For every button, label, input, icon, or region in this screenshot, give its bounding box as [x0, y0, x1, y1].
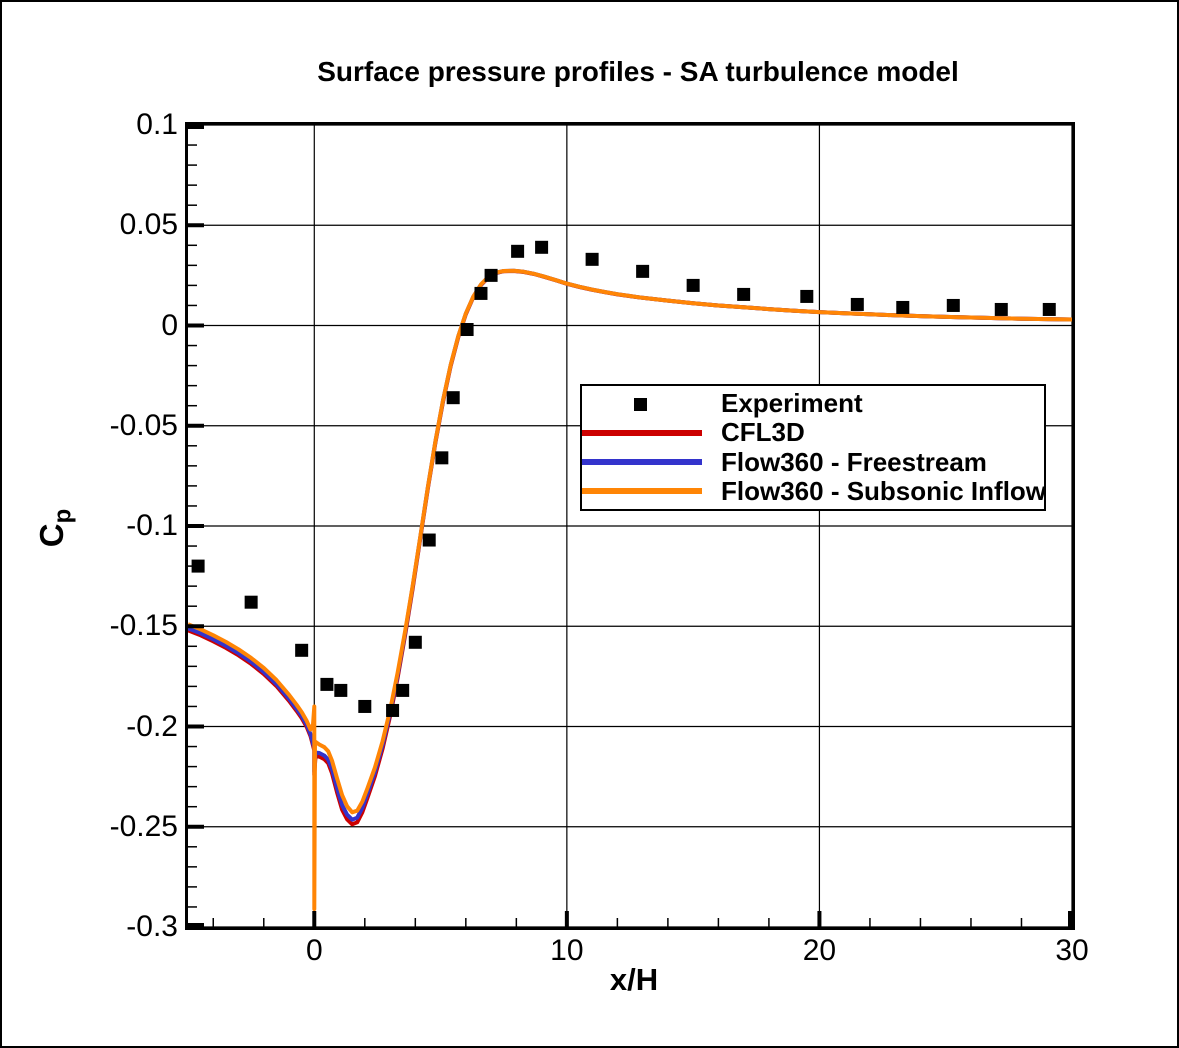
data-point-experiment — [358, 699, 372, 713]
data-point-experiment — [435, 451, 449, 465]
data-point-experiment — [460, 323, 474, 337]
legend-label: Flow360 - Subsonic Inflow — [721, 475, 1047, 506]
data-point-experiment — [408, 635, 422, 649]
data-point-experiment — [474, 286, 488, 300]
data-point-experiment — [946, 298, 960, 312]
data-point-experiment — [484, 268, 498, 282]
legend-sample-flow360-subsonic-inflow — [582, 477, 721, 505]
data-point-experiment — [686, 278, 700, 292]
filled-square-marker-icon — [634, 397, 647, 411]
series-line-flow360-freestream — [188, 268, 1072, 822]
x-axis-label: x/H — [609, 962, 659, 997]
data-point-experiment — [585, 252, 599, 266]
y-tick-label: 0.05 — [119, 208, 178, 242]
line-sample-icon — [582, 459, 702, 466]
plot-svg — [188, 125, 1072, 927]
data-point-experiment — [896, 300, 910, 314]
data-point-experiment — [446, 391, 460, 405]
data-point-experiment — [850, 297, 864, 311]
data-point-experiment — [320, 677, 334, 691]
data-point-experiment — [636, 264, 650, 278]
plot-frame — [185, 122, 1075, 930]
line-sample-icon — [582, 488, 702, 495]
data-point-experiment — [994, 302, 1008, 316]
data-point-experiment — [1042, 302, 1056, 316]
data-point-experiment — [396, 683, 410, 697]
y-tick-label: -0.1 — [126, 509, 178, 542]
legend-sample-cfl3d — [582, 419, 721, 447]
legend-label: CFL3D — [721, 417, 805, 448]
y-tick-label: 0 — [161, 308, 178, 342]
data-point-experiment — [295, 643, 309, 657]
series-line-flow360-subsonic-inflow — [188, 268, 1072, 911]
legend-item-flow360-freestream: Flow360 - Freestream — [582, 446, 1044, 477]
legend-item-flow360-subsonic-inflow: Flow360 - Subsonic Inflow — [582, 475, 1047, 506]
y-tick-label: 0.1 — [136, 108, 178, 141]
data-point-experiment — [511, 244, 525, 258]
data-point-experiment — [800, 289, 814, 303]
legend-label: Experiment — [721, 388, 863, 419]
x-tick-label: 0 — [305, 934, 323, 967]
data-point-experiment — [386, 703, 400, 717]
chart-title: Surface pressure profiles - SA turbulenc… — [317, 56, 959, 87]
data-point-experiment — [191, 559, 205, 573]
legend: Experiment CFL3D Flow360 - Freestream Flow3… — [580, 384, 1046, 511]
data-point-experiment — [334, 683, 348, 697]
legend-item-experiment: Experiment — [582, 388, 1044, 419]
y-tick-label: -0.05 — [109, 408, 178, 442]
line-sample-icon — [582, 429, 702, 436]
y-tick-label: -0.25 — [109, 809, 178, 843]
data-point-experiment — [244, 595, 258, 609]
data-point-experiment — [535, 240, 549, 254]
data-point-experiment — [737, 287, 751, 301]
series-line-cfl3d — [188, 269, 1072, 827]
x-tick-label: 10 — [550, 934, 584, 967]
x-tick-label: 30 — [1055, 934, 1089, 967]
data-point-experiment — [422, 533, 436, 547]
legend-sample-experiment — [582, 390, 721, 418]
x-tick-label: 20 — [802, 934, 837, 967]
legend-label: Flow360 - Freestream — [721, 446, 987, 477]
y-tick-label: -0.15 — [109, 609, 178, 643]
legend-sample-flow360-freestream — [582, 448, 721, 476]
legend-item-cfl3d: CFL3D — [582, 417, 1044, 448]
y-tick-label: -0.3 — [126, 910, 178, 943]
y-tick-label: -0.2 — [126, 709, 178, 743]
